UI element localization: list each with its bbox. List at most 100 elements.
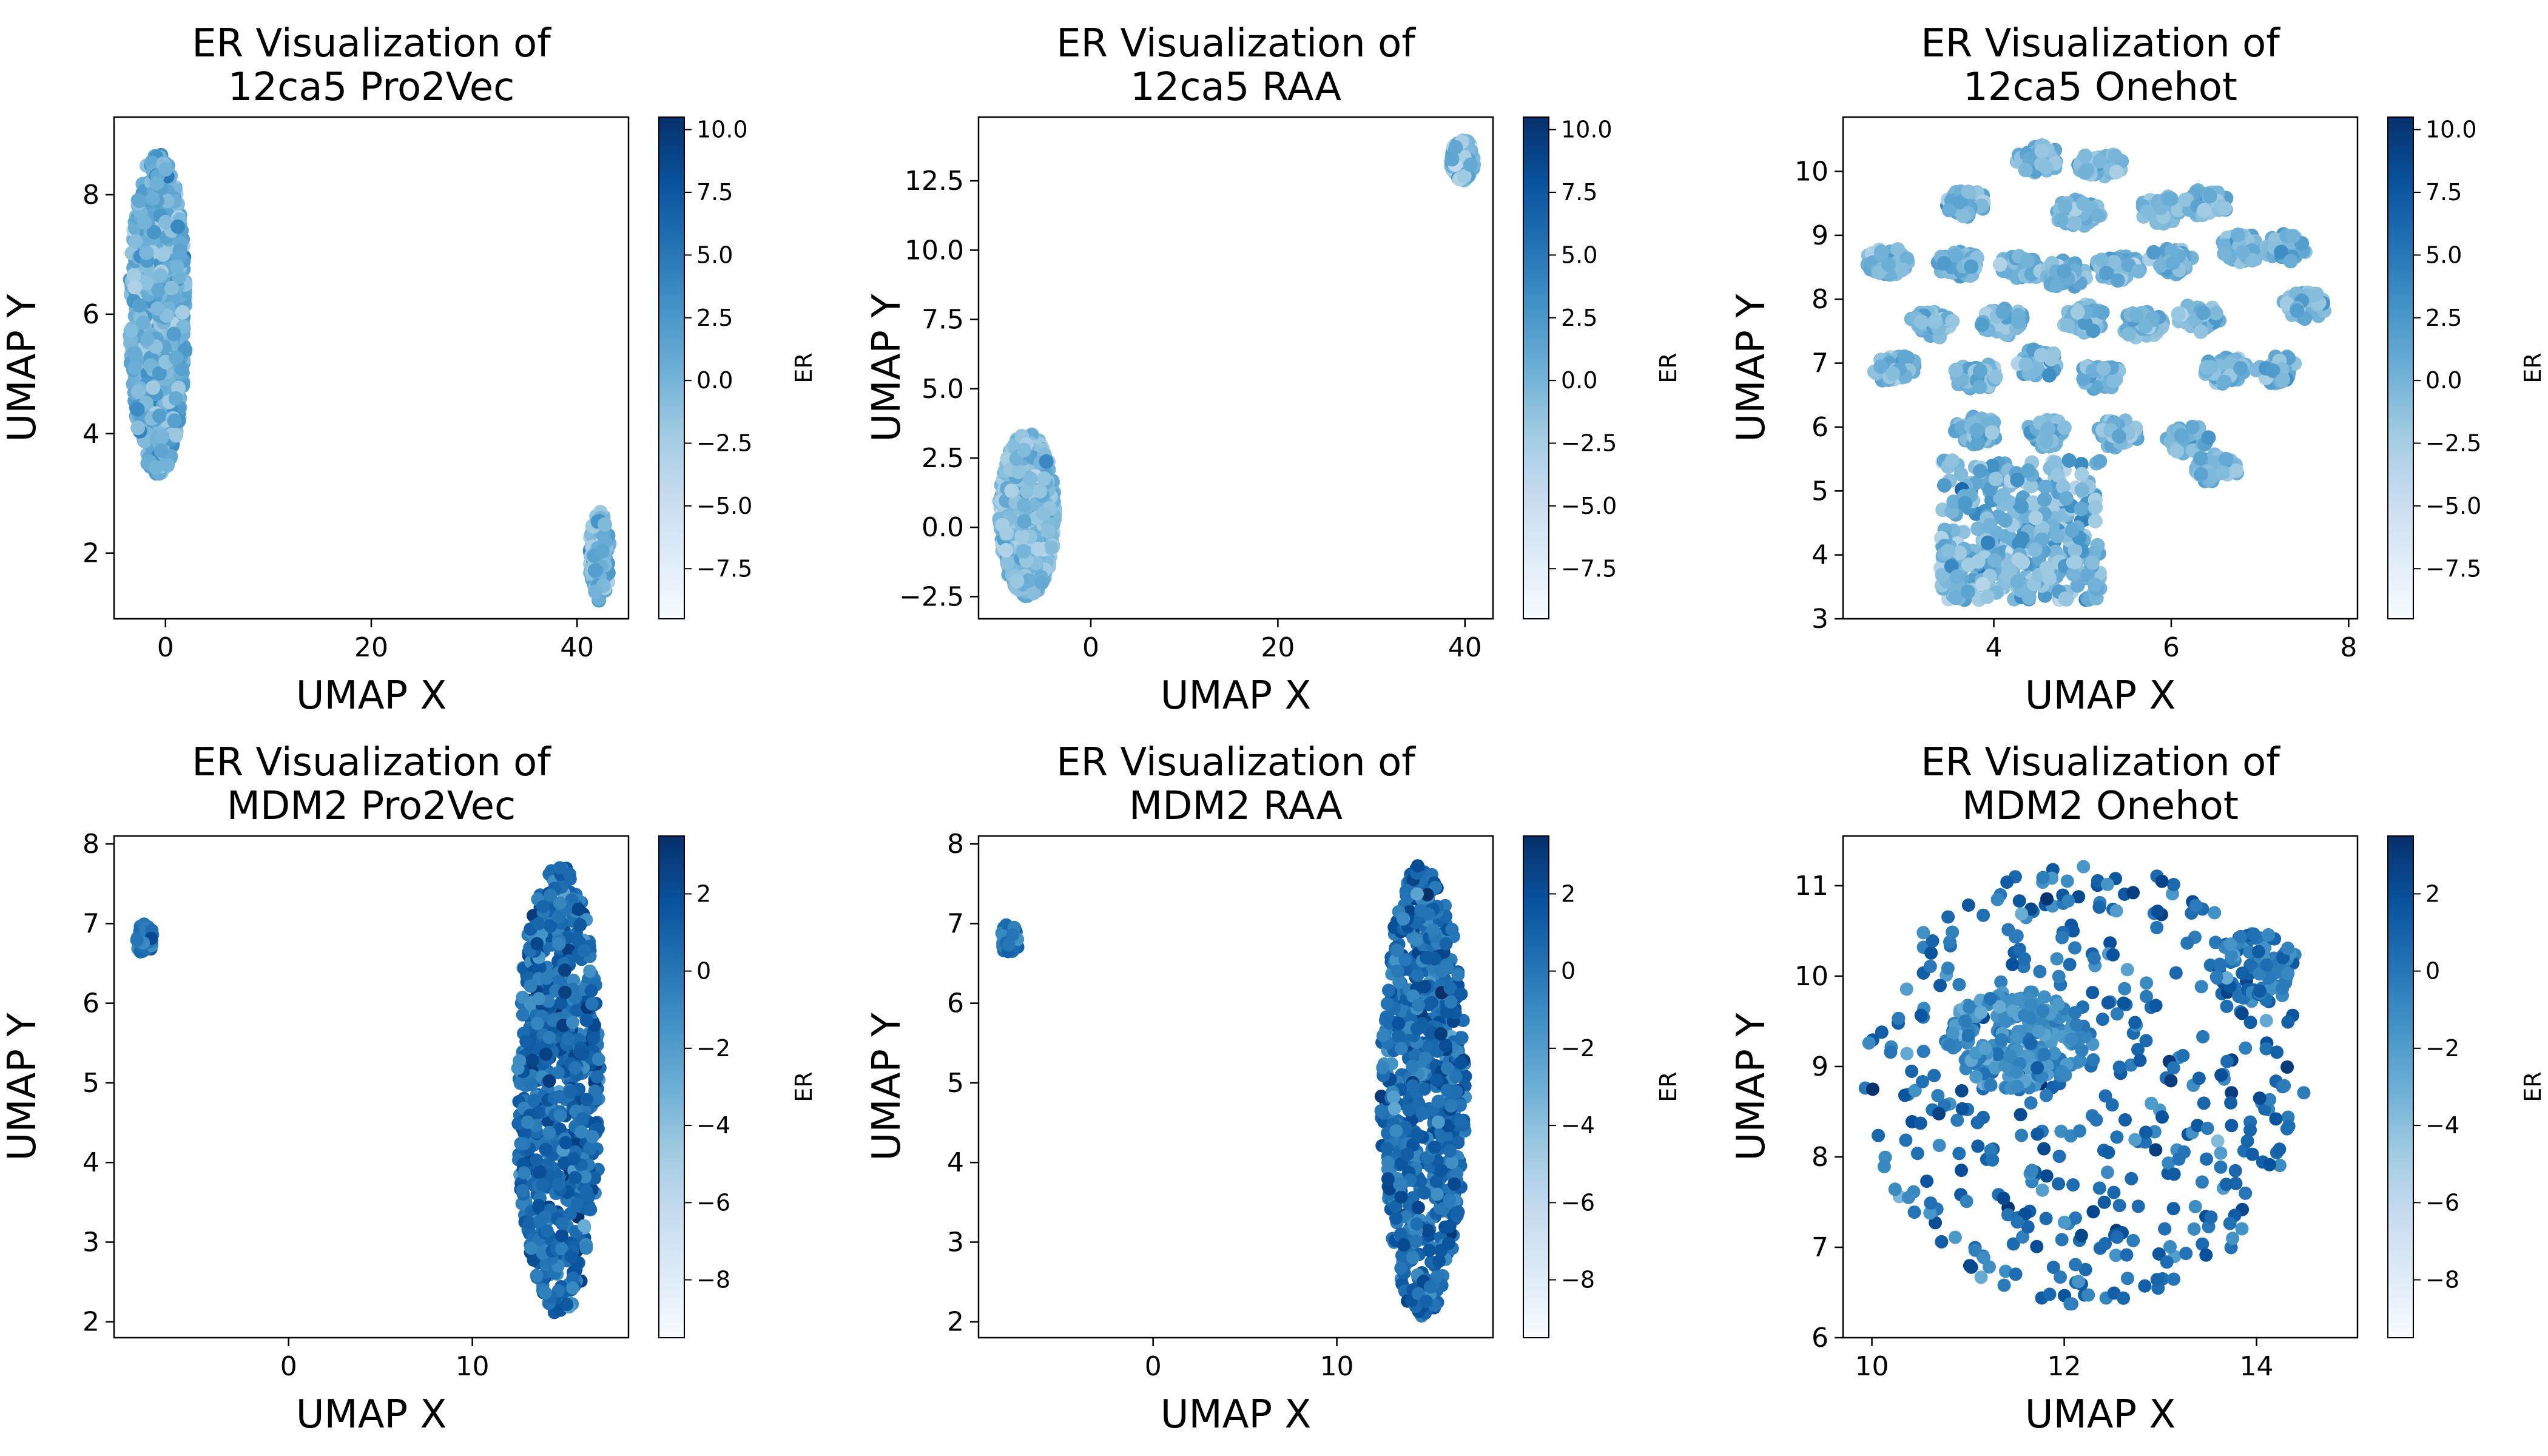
data-point (1980, 589, 1995, 604)
x-tick-label: 0 (157, 632, 174, 663)
data-point (514, 1137, 528, 1150)
data-point (553, 896, 567, 910)
data-point (2197, 203, 2212, 218)
data-point (2169, 443, 2185, 459)
data-point (584, 1142, 598, 1156)
data-point (2037, 492, 2052, 507)
colorbar-tick-label: 5.0 (2425, 241, 2462, 268)
colorbar (2387, 116, 2414, 619)
data-point (539, 1047, 553, 1061)
colorbar-tick-label: −7.5 (2425, 555, 2481, 582)
data-point (2088, 578, 2103, 593)
data-point (2074, 501, 2089, 516)
data-point (2057, 420, 2072, 435)
data-point (170, 219, 186, 234)
data-point (1953, 195, 1968, 210)
data-point (578, 1219, 592, 1233)
data-point (2171, 307, 2186, 322)
data-point (2196, 305, 2211, 320)
subplot-title: ER Visualization of (192, 740, 551, 785)
data-point (592, 1053, 605, 1067)
data-point (555, 1228, 568, 1242)
data-point (2108, 149, 2123, 164)
data-point (167, 413, 182, 428)
data-point (2099, 266, 2114, 280)
data-point (1970, 554, 1986, 569)
data-point (2014, 499, 2029, 514)
data-point (553, 1108, 567, 1122)
x-tick-label: 40 (1448, 632, 1482, 663)
data-point (583, 964, 597, 978)
colorbar-tick-label: −5.0 (2425, 493, 2481, 519)
data-point (169, 428, 184, 443)
y-tick-label: 0.0 (922, 512, 964, 543)
x-tick-label: 8 (2340, 632, 2357, 663)
data-point (552, 1178, 565, 1191)
data-point (525, 1053, 539, 1067)
data-point (2203, 360, 2218, 375)
data-point (2201, 430, 2216, 445)
data-point (1040, 524, 1056, 539)
data-point (2018, 163, 2033, 178)
data-point (576, 1112, 590, 1126)
y-axis-label: UMAP Y (864, 294, 909, 442)
data-point (139, 245, 154, 260)
data-point (135, 315, 150, 330)
data-point (554, 1242, 568, 1256)
data-point (1984, 459, 2000, 474)
colorbar-tick-label: 2.5 (1561, 305, 1597, 331)
data-point (1945, 453, 1960, 468)
data-point (2076, 196, 2091, 211)
colorbar (658, 116, 685, 619)
data-point (2233, 361, 2248, 376)
data-point (1036, 506, 1051, 521)
data-point (516, 1184, 530, 1198)
data-point (2068, 543, 2083, 558)
data-point (160, 458, 175, 473)
data-point (1972, 379, 1987, 394)
data-point (2034, 348, 2049, 363)
x-tick-label: 10 (456, 1351, 490, 1382)
y-tick-label: 9 (1812, 220, 1828, 251)
axes-frame (977, 116, 1494, 620)
data-point (158, 162, 174, 177)
colorbar-label: ER (1655, 352, 1682, 383)
y-tick-label: 7 (1812, 348, 1828, 379)
data-point (554, 996, 568, 1010)
data-point (542, 1031, 556, 1045)
data-point (1984, 425, 2000, 440)
data-point (585, 997, 599, 1011)
data-point (1020, 484, 1035, 499)
data-point (542, 1125, 556, 1139)
data-point (2041, 422, 2055, 437)
data-point (132, 194, 147, 209)
data-point (2064, 523, 2080, 538)
colorbar-tick-label: −6 (696, 1189, 730, 1216)
data-point (2015, 555, 2031, 570)
data-point (1002, 938, 1016, 952)
x-axis-label: UMAP X (1161, 673, 1312, 718)
data-point (579, 1241, 593, 1255)
data-point (126, 268, 141, 283)
data-point (2245, 253, 2260, 268)
data-point (558, 985, 572, 999)
data-point (2283, 254, 2298, 269)
data-point (2230, 228, 2245, 243)
data-point (530, 1017, 544, 1031)
data-point (1928, 313, 1943, 328)
colorbar-tick-label: 2.5 (696, 305, 733, 331)
data-point (151, 283, 166, 297)
data-point (1948, 590, 1963, 605)
data-point (2205, 470, 2220, 485)
data-point (598, 517, 612, 532)
data-point (2217, 201, 2233, 216)
scatter-points (995, 859, 1472, 1323)
data-point (2058, 491, 2074, 506)
data-point (2088, 514, 2103, 528)
data-point (1952, 545, 1967, 561)
data-point (575, 1125, 588, 1139)
subplot-title: ER Visualization of (1056, 21, 1416, 66)
data-point (1992, 257, 2007, 272)
